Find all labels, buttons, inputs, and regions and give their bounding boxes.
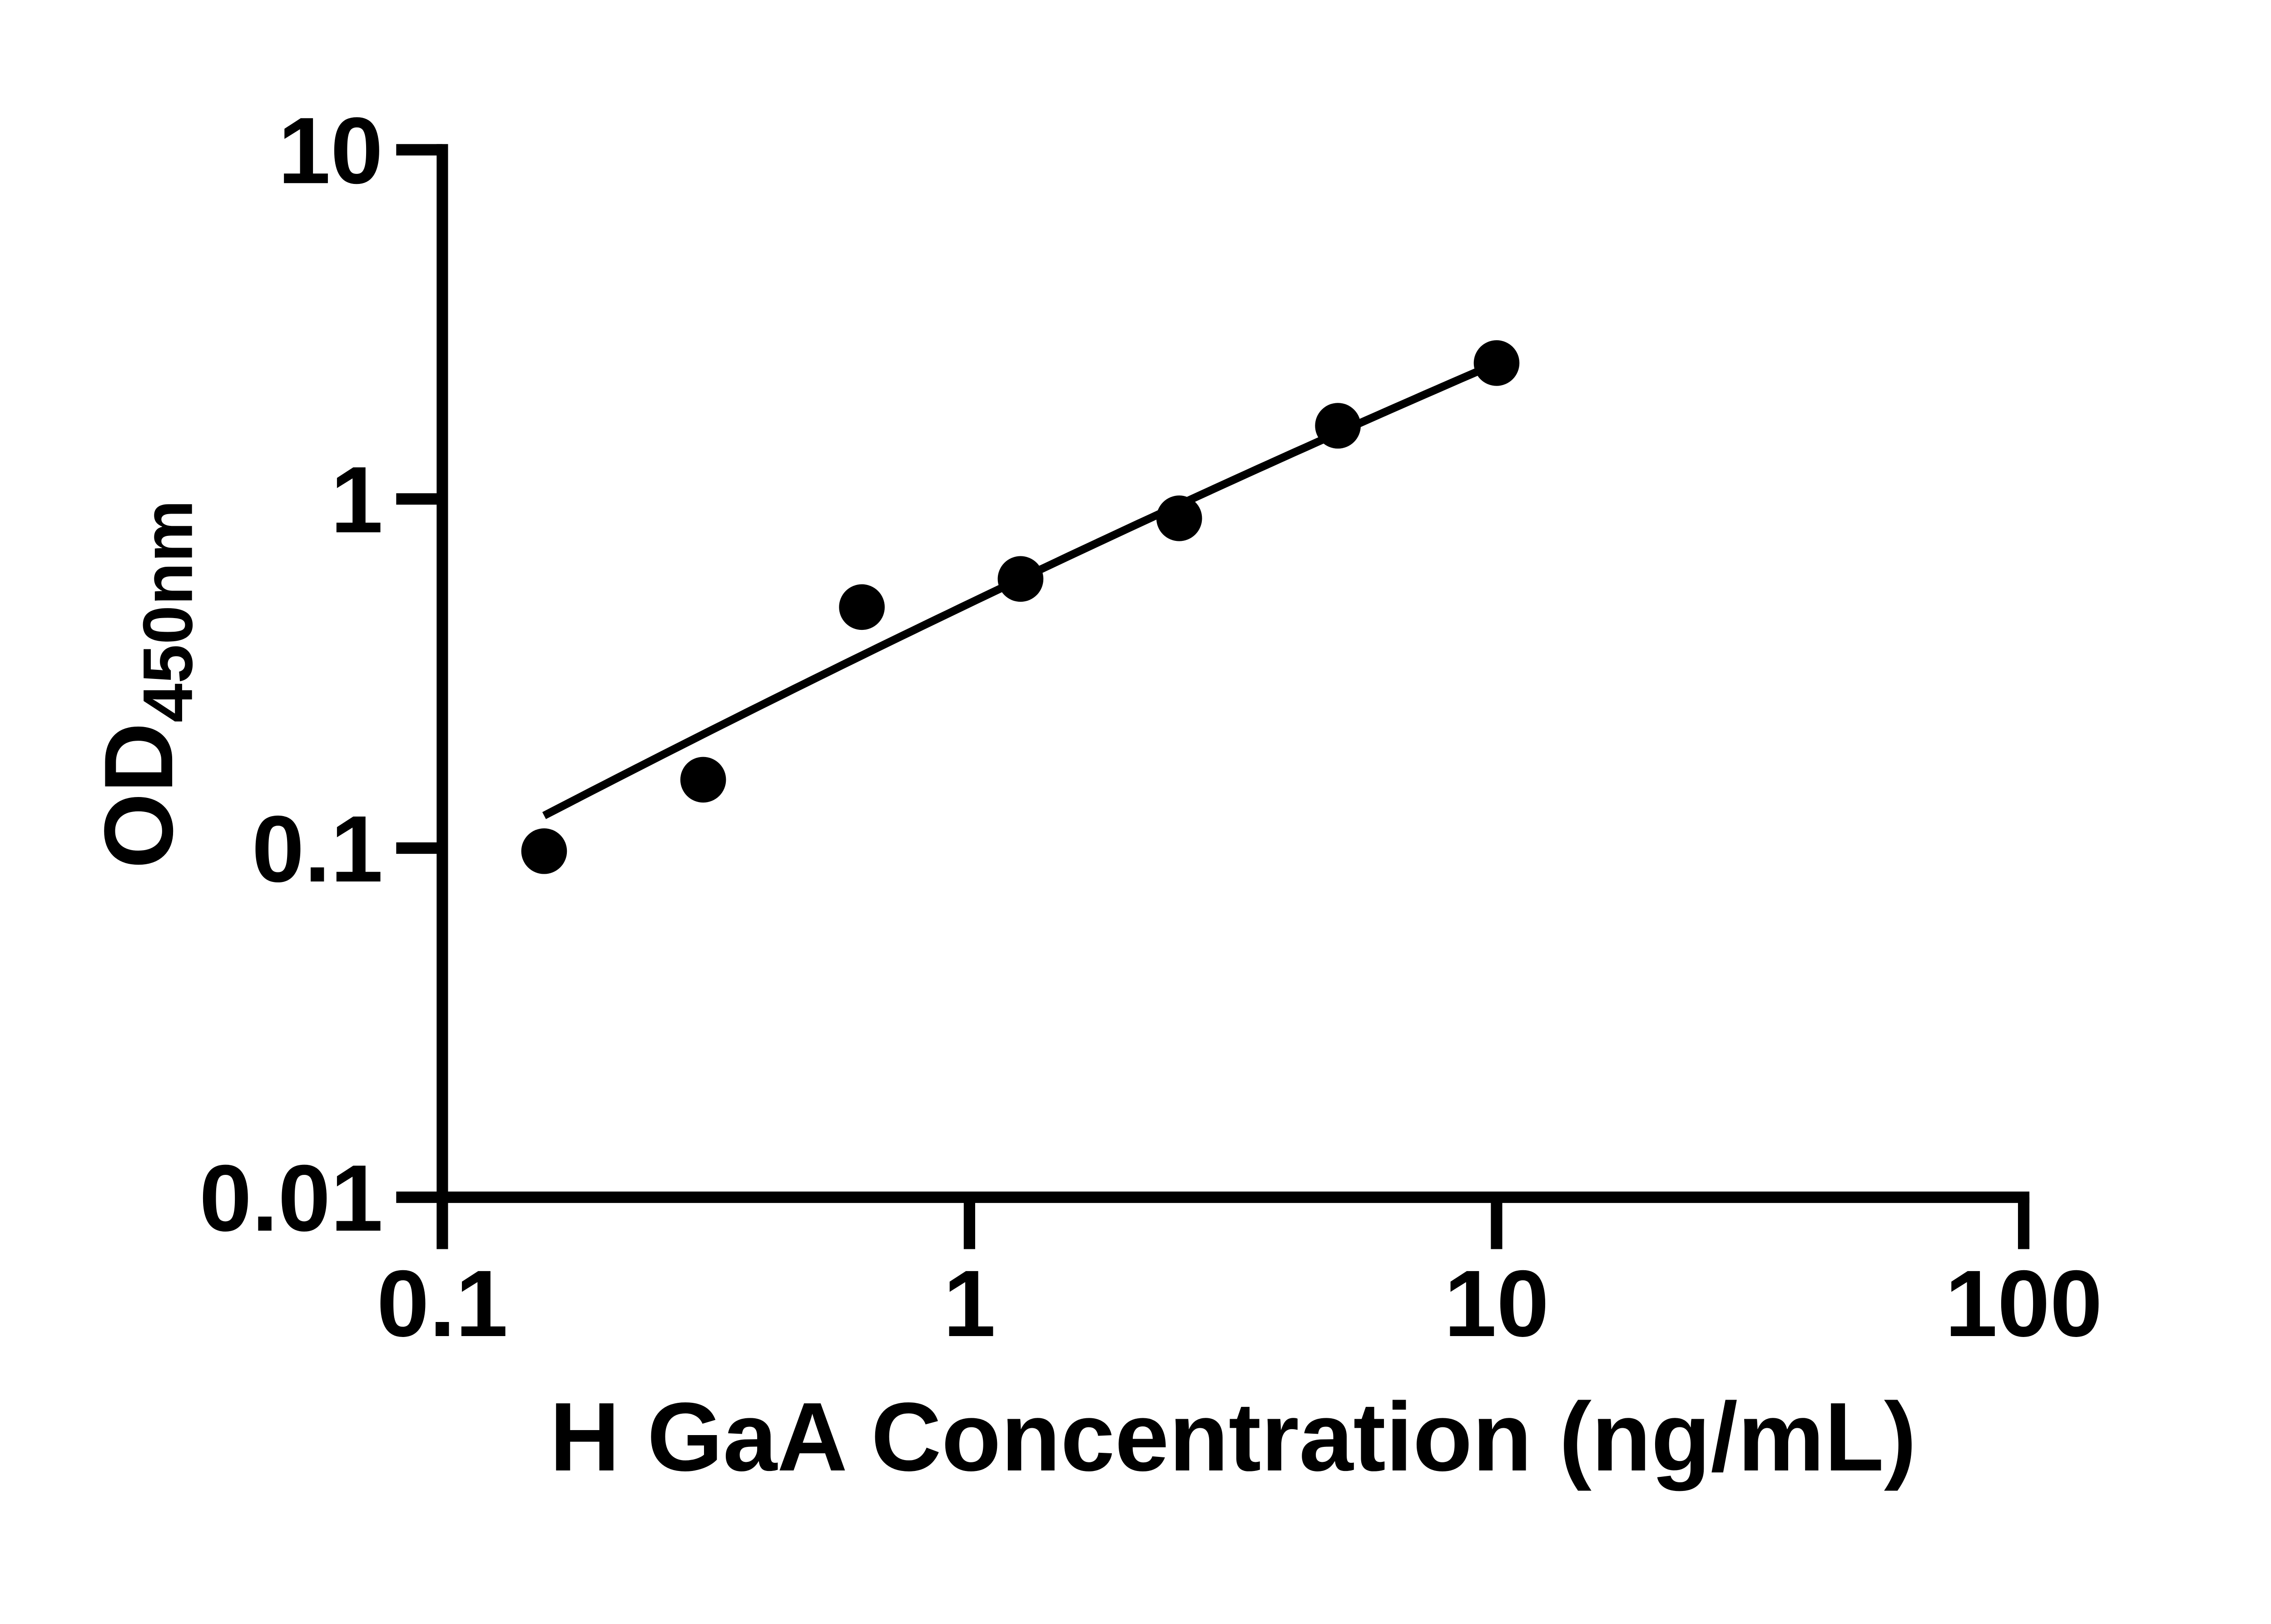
y-axis-tick-labels: 0.01 0.1 1 10 [199, 98, 383, 1251]
x-axis-title: H GaA Concentration (ng/mL) [550, 1383, 1917, 1491]
y-tick-label: 10 [278, 98, 383, 203]
x-tick-label: 1 [943, 1251, 996, 1357]
x-axis-ticks [436, 1197, 2030, 1249]
data-point [1156, 495, 1202, 541]
data-point [680, 757, 726, 803]
data-point [839, 584, 885, 630]
data-point [1315, 403, 1361, 449]
x-tick-label: 10 [1444, 1251, 1549, 1357]
y-tick-label: 0.01 [199, 1146, 383, 1251]
plot-background [0, 0, 2271, 1570]
x-tick-label: 0.1 [377, 1251, 508, 1357]
figure: 0.01 0.1 1 10 0.1 1 10 100 H GaA Concentration… [0, 0, 2271, 1570]
y-axis-ticks [396, 144, 442, 1203]
x-tick-label: 100 [1945, 1251, 2102, 1357]
y-tick-label: 0.1 [252, 797, 383, 902]
data-point [997, 556, 1044, 602]
data-point [1473, 340, 1520, 386]
y-axis-title: OD450nm [84, 500, 207, 869]
data-point [521, 828, 567, 874]
y-tick-label: 1 [331, 447, 383, 553]
y-axis-title-main: OD [84, 723, 193, 869]
data-points [521, 340, 1520, 874]
x-axis-tick-labels: 0.1 1 10 100 [377, 1251, 2102, 1357]
y-axis-title-subscript: 450nm [129, 500, 207, 723]
